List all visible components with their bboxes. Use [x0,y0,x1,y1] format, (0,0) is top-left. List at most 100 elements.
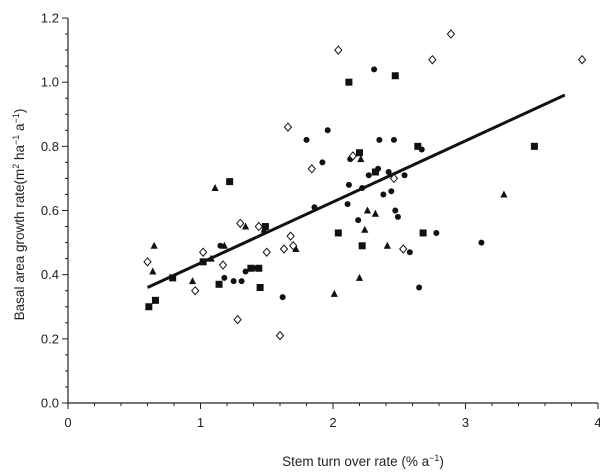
y-tick-label: 0.4 [41,267,59,282]
triangle-point [188,277,197,285]
y-axis-label: Basal area growth rate(m2 ha−1 a−1) [11,109,27,321]
square-point [169,274,177,282]
diamond-point [389,173,399,184]
x-tick-label: 2 [329,415,336,430]
circle-point [279,294,286,301]
square-point [345,78,353,86]
square-point [145,303,153,311]
diamond-point [399,244,408,254]
triangle-point [207,254,215,262]
square-point [334,229,342,237]
square-point [358,242,366,250]
circle-point [324,127,331,134]
triangle-point [260,225,268,233]
diamond-point [198,247,208,257]
triangle-point [383,241,391,249]
circle-point [319,159,326,166]
circle-point [380,191,387,198]
circle-point [376,136,383,143]
data-points [143,29,587,341]
diamond-point [577,54,587,65]
diamond-point [279,244,289,254]
x-tick-label: 1 [197,415,204,430]
circle-point [478,239,485,246]
x-axis-label: Stem turn over rate (% a−1) [282,453,444,469]
triangle-point [363,206,372,214]
trendline [146,93,566,289]
circle-point [345,181,352,188]
circle-point [388,188,395,195]
diamond-point [428,54,437,65]
diamond-point [289,241,298,251]
circle-point [401,172,408,179]
diamond-point [218,260,228,270]
diamond-point [262,247,271,257]
triangle-point [361,225,369,233]
circle-point [359,185,366,192]
axes [67,18,598,404]
circle-point [433,229,440,236]
circle-point [394,213,401,220]
y-tick-label: 0.6 [41,203,59,218]
square-point [215,280,223,288]
triangle-point [211,184,219,192]
circle-point [406,249,413,256]
square-point [530,142,538,150]
circle-point [242,268,249,275]
diamond-point [348,151,358,161]
diamond-point [307,164,316,174]
y-tick-label: 0.0 [41,396,59,411]
diamond-point [236,218,245,229]
square-point [151,296,159,304]
x-tick-label: 4 [594,415,600,430]
square-point [247,264,255,272]
triangle-point [357,155,365,163]
diamond-point [254,221,263,232]
circle-point [390,136,397,143]
y-tick-label: 0.2 [41,331,59,346]
diamond-point [334,45,343,55]
circle-point [311,204,318,211]
triangle-point [371,209,379,217]
circle-point [344,201,351,208]
circle-point [355,217,362,224]
circle-point [303,136,310,143]
triangle-point [355,273,364,281]
triangle-point [149,267,157,275]
triangle-point [500,190,508,198]
square-point [255,264,263,272]
triangle-point [292,245,300,252]
triangle-point [330,289,338,297]
y-tick-label: 0.8 [41,139,59,154]
circle-point [238,278,245,285]
circle-point [221,274,228,281]
diamond-point [283,122,293,132]
square-point [199,258,207,266]
diamond-point [446,29,456,39]
square-point [371,168,379,176]
trendline-group [146,93,566,289]
diamond-point [191,285,200,296]
triangle-point [150,241,158,249]
diamond-point [275,330,285,341]
square-point [261,223,269,231]
square-point [414,142,422,150]
x-tick-label: 0 [64,415,71,430]
square-point [256,284,264,291]
square-point [391,72,399,80]
y-tick-label: 1.2 [41,11,59,26]
circle-point [230,278,237,285]
circle-point [392,207,399,214]
x-tick-label: 3 [462,415,469,430]
y-tick-label: 1.0 [41,75,59,90]
circle-point [385,169,392,175]
square-point [226,178,234,186]
diamond-point [143,257,152,267]
diamond-point [286,231,295,241]
circle-point [371,66,378,73]
circle-point [416,284,423,291]
square-point [356,149,363,157]
circle-point [365,172,372,179]
